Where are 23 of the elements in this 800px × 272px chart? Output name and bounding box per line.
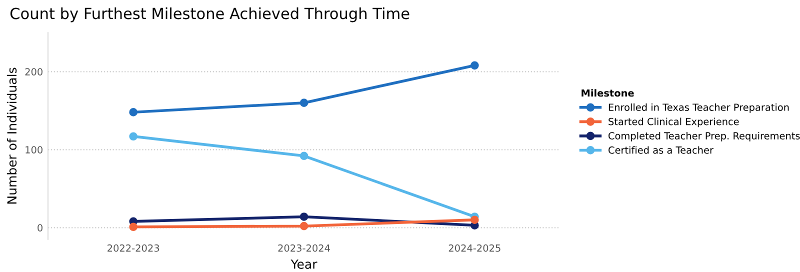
y-tick-label: 200	[25, 68, 42, 76]
point	[129, 132, 138, 141]
point	[300, 212, 308, 221]
point	[470, 216, 479, 224]
legend-label: Certified as a Teacher	[608, 146, 714, 154]
point	[300, 98, 308, 108]
point	[129, 108, 138, 116]
point	[300, 222, 308, 230]
point	[470, 61, 479, 70]
legend-label: Started Clinical Experience	[608, 118, 739, 128]
y-tick-label: 0	[38, 224, 42, 232]
x-tick-label: 2022-2023	[108, 244, 160, 252]
x-axis-title: Year	[290, 260, 318, 269]
legend-title: Milestone	[582, 89, 634, 97]
x-tick-label: 2024-2025	[448, 244, 500, 252]
x-tick-label: 2023-2024	[278, 244, 330, 252]
point	[129, 222, 138, 232]
legend-label: Enrolled in Texas Teacher Preparation	[608, 103, 789, 113]
chart-title: Count by Furthest Milestone Achieved Through Time	[10, 7, 410, 22]
y-tick-label: 100	[26, 146, 42, 154]
point	[300, 152, 308, 160]
y-axis-title: Number of Individuals	[6, 68, 17, 204]
legend-label: Completed Teacher Prep. Requirements	[608, 132, 800, 142]
